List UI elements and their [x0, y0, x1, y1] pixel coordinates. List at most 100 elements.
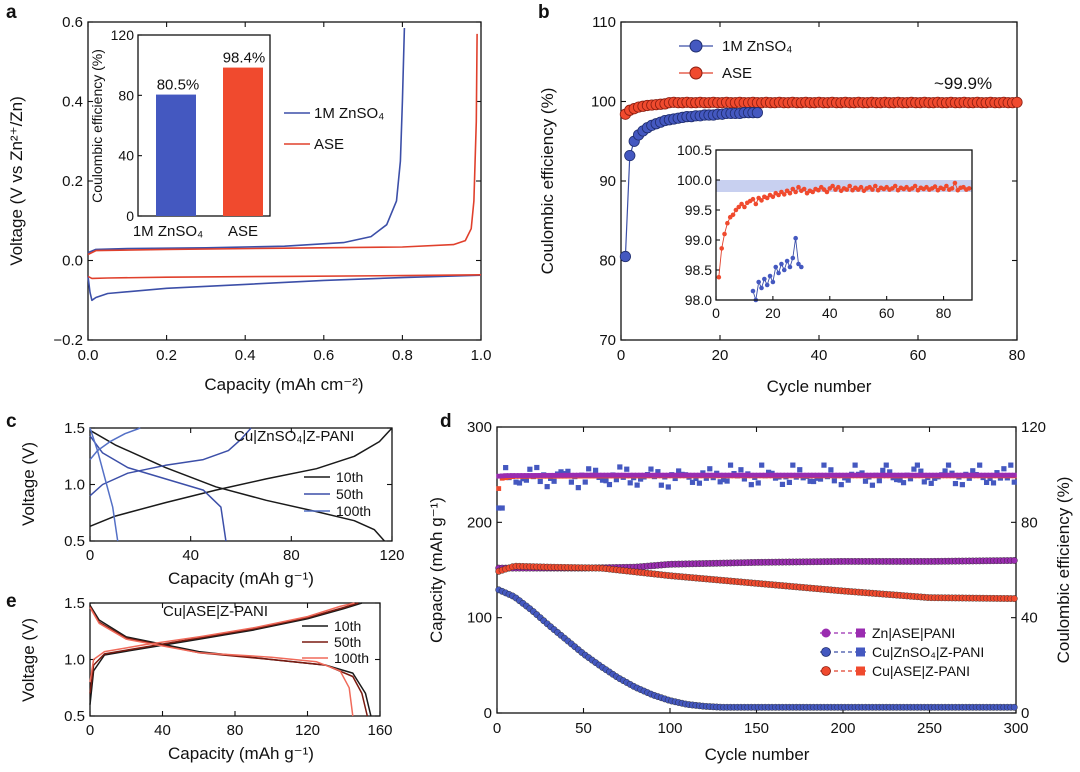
- panel-c-legend-label-10th: 10th: [336, 469, 363, 485]
- panel-d-zn-ase-ce-point: [800, 472, 806, 478]
- panel-d-zn-ase-ce-point: [1011, 472, 1017, 478]
- panel-a: 0.0 0.2 0.4 0.6 0.8 1.0−0.20.00.20.40.6 Capac…: [7, 14, 491, 394]
- panel-d-zn-ase-ce-point: [710, 472, 716, 478]
- panel-d-cu-znso4-ce-point: [918, 468, 924, 474]
- panel-d-zn-ase-ce-point: [579, 472, 585, 478]
- panel-b-ase-point: [1011, 96, 1023, 108]
- panel-d-cu-znso4-ce-point: [721, 477, 727, 483]
- panel-d-zn-ase-ce-point: [544, 472, 550, 478]
- panel-d-cu-znso4-ce-point: [637, 476, 644, 482]
- panel-d-zn-ase-ce-point: [845, 472, 851, 478]
- panel-d-zn-ase-ce-point: [870, 472, 875, 478]
- panel-e-series-line-4: [89, 602, 355, 683]
- panel-d-legend-square-cu-znso4: [856, 647, 865, 657]
- panel-b-xtick-label: 80: [1009, 347, 1026, 364]
- panel-a-letter: a: [6, 2, 17, 23]
- panel-d-zn-ase-ce-point: [942, 472, 948, 478]
- panel-e-xtick-label: 80: [227, 722, 244, 739]
- panel-d-zn-ase-ce-point: [876, 472, 882, 478]
- panel-d-y2tick-label: 0: [1021, 705, 1029, 722]
- panel-d-zn-ase-ce-point: [679, 472, 685, 478]
- panel-d-cu-znso4-ce-point: [921, 479, 927, 485]
- panel-e-xtick-label: 120: [295, 722, 320, 739]
- panel-b-letter: b: [538, 2, 550, 23]
- panel-d-zn-ase-ce-point: [672, 472, 678, 478]
- panel-b-inset-point: [756, 279, 761, 285]
- panel-d-cu-znso4-ce-point: [707, 466, 713, 472]
- panel-d-zn-ase-ce-point: [593, 472, 599, 478]
- panel-b-inset-point: [719, 246, 724, 251]
- panel-e-xlabel: Capacity (mAh g⁻¹): [168, 744, 314, 763]
- panel-d-xtick-label: 150: [744, 720, 769, 737]
- panel-d-cu-znso4-ce-point: [914, 462, 920, 468]
- panel-d-legend-label-cu-ase: Cu|ASE|Z-PANI: [872, 663, 970, 679]
- panel-a-series-line-2: [87, 33, 478, 256]
- panel-d-zn-ase-ce-point: [991, 472, 996, 478]
- panel-d-xlabel: Cycle number: [705, 745, 810, 764]
- panel-a-xtick-label: 0.8: [392, 347, 413, 364]
- panel-d-cu-znso4-ce-point: [534, 464, 540, 471]
- panel-d-zn-ase-ce-point: [949, 472, 955, 478]
- panel-d-cu-znso4-ce-point: [828, 467, 834, 473]
- panel-b-znso4-point: [619, 250, 632, 263]
- panel-b-inset-point: [764, 282, 770, 288]
- panel-b-xtick-label: 0: [617, 347, 625, 364]
- panel-c-series-line-4: [89, 427, 141, 461]
- panel-d-zn-ase-ce-point: [530, 473, 536, 478]
- panel-b-xtick-label: 40: [811, 347, 828, 364]
- panel-d-zn-ase-ce-point: [669, 472, 675, 478]
- panel-d-cu-znso4-ce-point: [817, 476, 824, 482]
- panel-b-inset-xtick-label: 0: [712, 305, 720, 321]
- panel-a-ytick-label: 0.6: [62, 14, 83, 31]
- panel-d-ytick-label: 300: [467, 419, 492, 436]
- panel-d-zn-ase-ce-point: [759, 472, 765, 478]
- panel-c-legend-label-50th: 50th: [336, 486, 363, 502]
- panel-b-inset-point: [810, 189, 816, 195]
- panel-a-xtick-label: 0.0: [78, 347, 99, 364]
- panel-d-zn-ase-ce-point: [634, 472, 640, 478]
- panel-c-letter: c: [6, 411, 17, 432]
- panel-d-cu-znso4-ce-point: [672, 475, 678, 482]
- panel-d-cu-znso4-ce-point: [987, 475, 993, 482]
- panel-d-zn-ase-ce-point: [859, 472, 865, 478]
- panel-d-ytick-label: 200: [467, 514, 492, 531]
- panel-d-cu-znso4-ce-point: [970, 468, 976, 474]
- panel-d-zn-ase-ce-point: [977, 472, 983, 478]
- panel-d-cu-znso4-ce-point: [551, 478, 557, 484]
- panel-d-zn-ase-ce-point: [562, 472, 567, 478]
- panel-d-cu-znso4-ce-point: [568, 479, 574, 485]
- panel-d-cu-znso4-ce-point: [496, 505, 502, 511]
- panel-b-ylabel: Coulombic efficiency (%): [538, 88, 557, 275]
- panel-b-inset-xtick-label: 80: [936, 305, 952, 321]
- panel-d-cu-znso4-ce-point: [1008, 462, 1014, 468]
- panel-b-inset-ytick-label: 99.5: [685, 202, 712, 218]
- panel-d-cu-znso4-ce-point: [942, 468, 948, 474]
- panel-d-zn-ase-ce-point: [856, 472, 861, 478]
- panel-d-cu-znso4-ce-point: [821, 462, 827, 468]
- panel-e-title: Cu|ASE|Z-PANI: [163, 603, 268, 620]
- panel-d-zn-ase-ce-point: [610, 472, 616, 478]
- panel-d-cu-znso4-ce-point: [880, 467, 886, 473]
- panel-b-xlabel: Cycle number: [767, 377, 872, 396]
- panel-d-legend-background: [812, 623, 1012, 688]
- panel-b-inset-point: [793, 235, 798, 241]
- panel-d-zn-ase-capacity-point: [1010, 557, 1018, 564]
- panel-e-ytick-label: 1.5: [64, 595, 85, 612]
- panel-a-inset-ytick-label: 80: [118, 87, 134, 103]
- panel-d-xtick-label: 200: [830, 720, 855, 737]
- panel-d-zn-ase-ce-point: [783, 472, 789, 478]
- panel-d-zn-ase-ce-point: [932, 472, 938, 478]
- panel-d-zn-ase-ce-point: [852, 472, 858, 478]
- panel-d-ylabel: Capacity (mAh g⁻¹): [427, 497, 446, 643]
- panel-b-inset-point: [944, 183, 949, 189]
- panel-d-cu-znso4-ce-point: [959, 482, 965, 488]
- panel-d-zn-ase-ce-point: [973, 472, 979, 478]
- panel-d-zn-ase-ce-point: [838, 472, 844, 478]
- panel-d-cu-znso4-ce-point: [983, 479, 990, 486]
- panel-d-zn-ase-ce-point: [953, 472, 958, 478]
- panel-d-zn-ase-ce-point: [728, 472, 733, 478]
- panel-b-inset-xtick-label: 20: [765, 305, 781, 321]
- panel-d-cu-znso4-ce-point: [790, 462, 796, 468]
- panel-d-zn-ase-ce-point: [970, 472, 976, 478]
- panel-d-cu-znso4-ce-point: [759, 462, 765, 468]
